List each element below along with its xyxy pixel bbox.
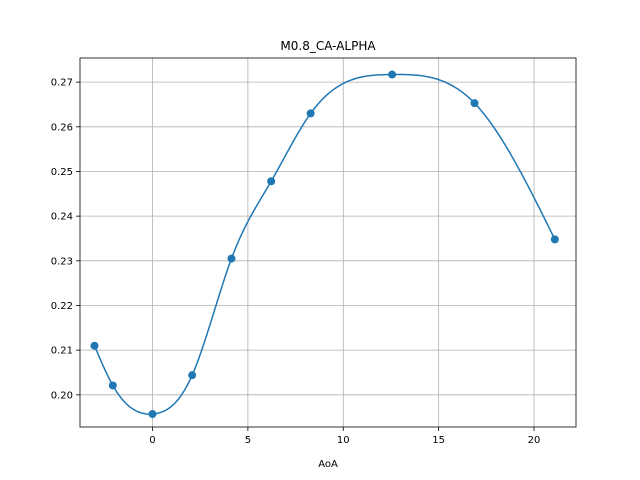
y-tick-label: 0.25 xyxy=(51,167,73,178)
x-axis-label: AoA xyxy=(318,459,338,470)
series-points xyxy=(90,70,559,419)
grid xyxy=(80,58,576,427)
x-tick-label: 10 xyxy=(337,435,350,446)
data-point xyxy=(306,109,315,118)
y-tick-label: 0.24 xyxy=(51,212,73,223)
y-tick-label: 0.26 xyxy=(51,122,73,133)
axis-ticks: 0 5 10 15 20 0.20 0.21 0.22 0.23 0.24 0.25 0.26 0.27 xyxy=(51,78,541,446)
data-point xyxy=(148,410,157,419)
data-point xyxy=(108,381,117,390)
y-tick-label: 0.21 xyxy=(51,346,73,357)
y-tick-label: 0.23 xyxy=(51,256,73,267)
y-tick-label: 0.20 xyxy=(51,390,73,401)
data-point xyxy=(470,99,479,108)
chart-title: M0.8_CA-ALPHA xyxy=(280,39,376,53)
y-tick-label: 0.27 xyxy=(51,78,73,89)
data-point xyxy=(388,70,397,79)
data-point xyxy=(188,371,197,380)
y-tick-label: 0.22 xyxy=(51,301,73,312)
series-curve xyxy=(93,73,556,415)
x-tick-label: 20 xyxy=(528,435,541,446)
x-tick-label: 15 xyxy=(432,435,445,446)
data-point xyxy=(90,341,99,350)
series-line xyxy=(93,73,556,415)
plot-frame xyxy=(79,57,577,428)
x-tick-label: 0 xyxy=(149,435,155,446)
data-point xyxy=(227,254,236,263)
x-tick-label: 5 xyxy=(245,435,251,446)
data-point xyxy=(550,235,559,244)
data-point xyxy=(267,177,276,186)
